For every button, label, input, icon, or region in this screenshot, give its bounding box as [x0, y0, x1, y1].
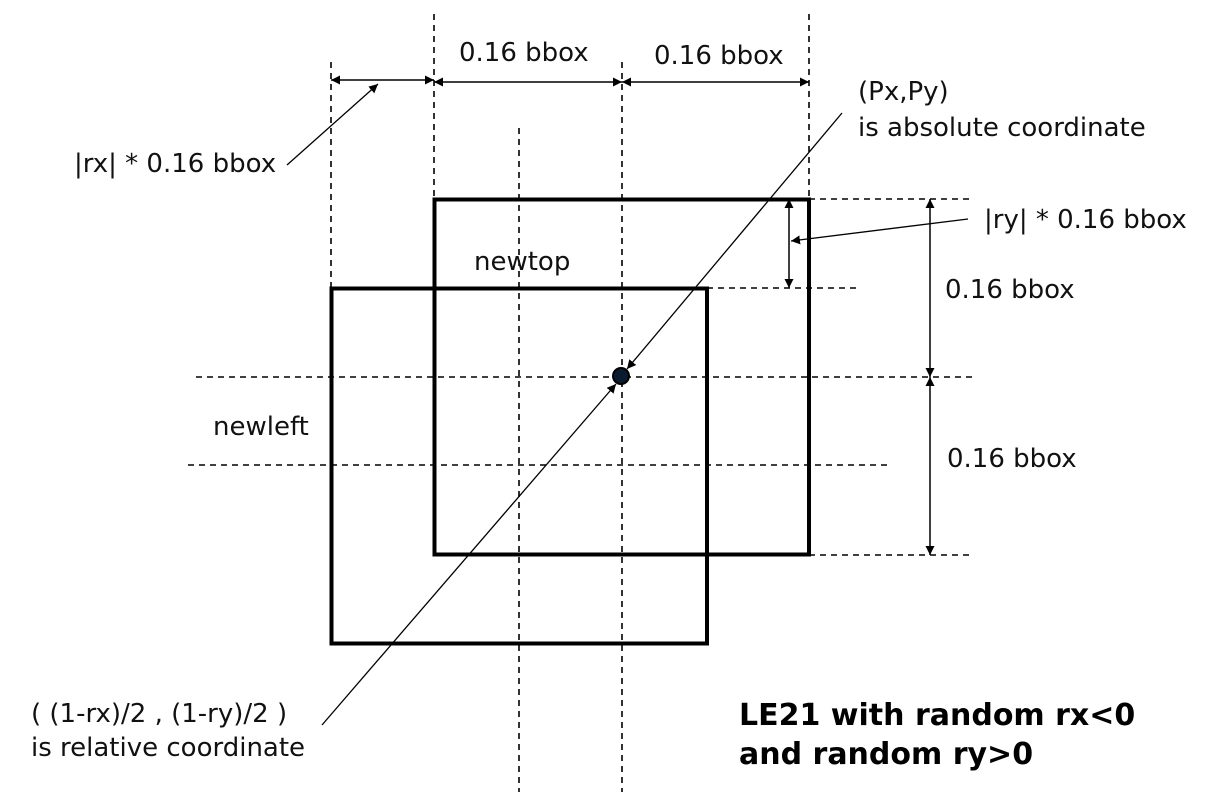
- center-point: [612, 367, 630, 385]
- label-width-left: 0.16 bbox: [459, 38, 589, 68]
- shifted-box: [329, 286, 709, 646]
- label-width-right: 0.16 bbox: [654, 41, 784, 71]
- label-height-top: 0.16 bbox: [945, 275, 1075, 305]
- label-rx-offset: |rx| * 0.16 bbox: [74, 149, 277, 179]
- label-newleft: newleft: [213, 412, 309, 442]
- label-newtop: newtop: [474, 247, 571, 277]
- original-box: [432, 197, 811, 557]
- label-height-bottom: 0.16 bbox: [947, 444, 1077, 474]
- label-relative-coordinate-line2: is relative coordinate: [31, 733, 306, 763]
- caption-line1: LE21 with random rx<0: [739, 698, 1136, 733]
- label-ry-offset: |ry| * 0.16 bbox: [984, 205, 1187, 235]
- caption-line2: and random ry>0: [739, 737, 1034, 772]
- leader-relative-coordinate: [321, 383, 617, 726]
- label-absolute-coordinate-line1: (Px,Py): [858, 77, 949, 107]
- leader-absolute-coordinate: [626, 112, 843, 370]
- leader-rx-offset: [286, 83, 379, 166]
- label-relative-coordinate-line1: ( (1-rx)/2 , (1-ry)/2 ): [31, 699, 288, 729]
- leader-ry-offset: [790, 218, 969, 245]
- label-absolute-coordinate-line2: is absolute coordinate: [858, 113, 1146, 143]
